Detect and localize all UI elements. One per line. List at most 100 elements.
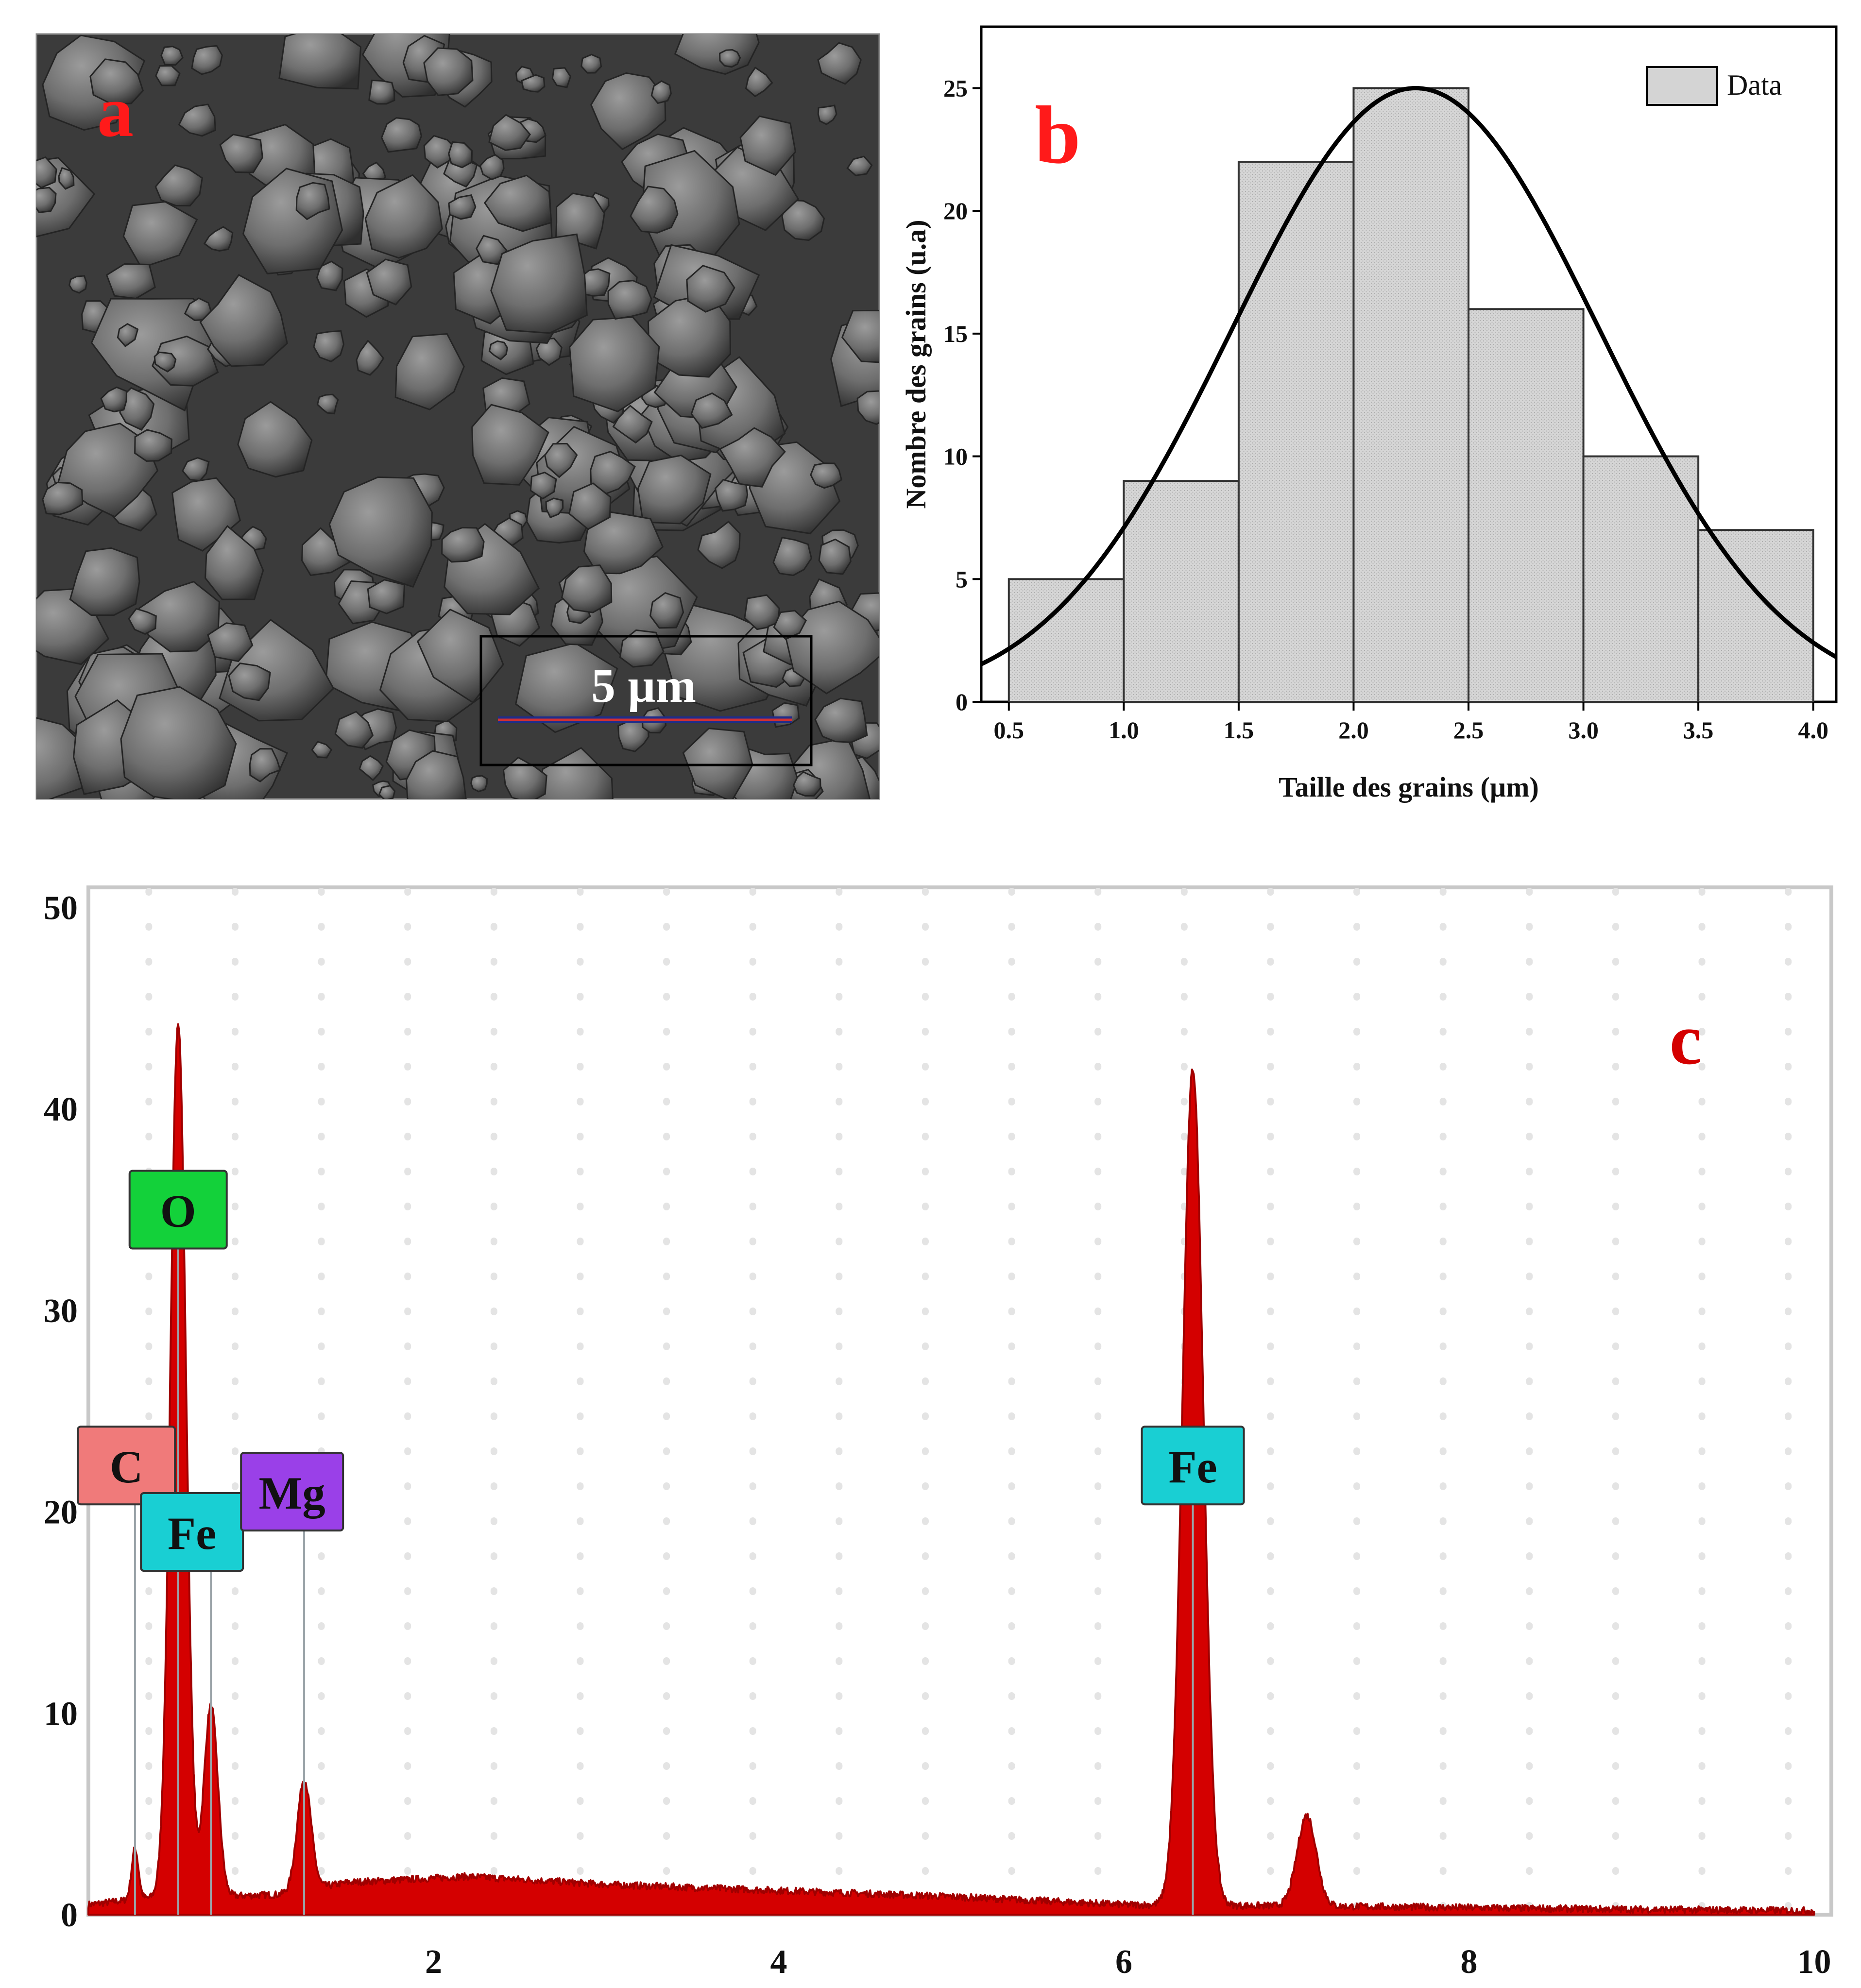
sem-grain bbox=[483, 174, 552, 232]
sem-grain bbox=[479, 153, 505, 181]
eds-element-label: Mg bbox=[259, 1467, 325, 1519]
sem-grain bbox=[89, 58, 144, 105]
sem-grain bbox=[356, 340, 385, 376]
sem-grain bbox=[814, 697, 868, 743]
eds-x-tick-label: 10 bbox=[1797, 1943, 1831, 1981]
eds-x-ticks: 2 4 6 8 10 bbox=[425, 1943, 1831, 1981]
eds-y-tick-label: 30 bbox=[44, 1292, 78, 1330]
sem-grain bbox=[470, 775, 488, 793]
sem-grain bbox=[368, 79, 395, 105]
histogram-bar bbox=[1123, 480, 1240, 703]
sem-grain bbox=[561, 564, 613, 613]
sem-grain bbox=[647, 293, 732, 378]
eds-x-tick-label: 4 bbox=[770, 1943, 787, 1981]
histogram-y-tick-label: 20 bbox=[943, 197, 968, 224]
eds-y-tick-label: 40 bbox=[44, 1091, 78, 1128]
sem-grain bbox=[568, 482, 612, 530]
eds-element-label: Fe bbox=[1168, 1441, 1217, 1493]
sem-grain bbox=[846, 155, 873, 176]
histogram-bar bbox=[1007, 578, 1125, 703]
sem-grain bbox=[607, 280, 652, 320]
sem-grain bbox=[405, 750, 467, 799]
eds-y-ticks: 0 10 20 30 40 50 bbox=[44, 889, 78, 1934]
histogram-x-tick-label: 4.0 bbox=[1798, 716, 1828, 744]
sem-grain bbox=[100, 386, 128, 413]
sem-grain bbox=[841, 309, 879, 363]
sem-grain bbox=[378, 785, 396, 799]
sem-grain bbox=[184, 297, 213, 322]
sem-grains bbox=[36, 34, 879, 799]
histogram-y-tick-label: 5 bbox=[956, 565, 968, 593]
sem-grain bbox=[182, 457, 210, 482]
histogram-legend: Data bbox=[1646, 66, 1782, 106]
sem-grain bbox=[380, 117, 423, 153]
histogram-x-tick-label: 1.5 bbox=[1224, 716, 1254, 744]
sem-grain bbox=[630, 186, 679, 234]
sem-grain bbox=[36, 187, 57, 213]
sem-grain bbox=[637, 454, 712, 525]
sem-grain bbox=[423, 47, 474, 96]
histogram-y-tick-label: 15 bbox=[943, 320, 968, 347]
sem-grain bbox=[781, 199, 825, 241]
sem-grain bbox=[551, 67, 572, 88]
sem-grain bbox=[686, 265, 735, 313]
sem-grain bbox=[120, 686, 237, 799]
sem-grain bbox=[488, 114, 531, 151]
eds-element-lines bbox=[134, 1248, 1194, 1915]
legend-swatch bbox=[1646, 66, 1718, 106]
histogram-y-tick-label: 0 bbox=[956, 688, 968, 715]
sem-grain bbox=[138, 580, 220, 653]
sem-grain bbox=[448, 141, 473, 169]
sem-grain bbox=[69, 547, 140, 616]
sem-grain bbox=[817, 104, 837, 125]
sem-grain bbox=[488, 340, 508, 360]
eds-element-label-box bbox=[77, 1426, 176, 1506]
eds-element-label-box bbox=[140, 1492, 244, 1572]
sem-grain bbox=[207, 622, 254, 663]
sem-grain bbox=[237, 401, 313, 478]
histogram-x-tick-label: 2.5 bbox=[1453, 716, 1484, 744]
sem-grain bbox=[199, 274, 288, 367]
sem-grain bbox=[36, 156, 57, 189]
sem-grain bbox=[328, 476, 433, 588]
sem-grain bbox=[772, 536, 813, 577]
histogram-x-tick-label: 1.0 bbox=[1109, 716, 1139, 744]
eds-y-tick-label: 20 bbox=[44, 1494, 78, 1531]
sem-grain bbox=[364, 174, 443, 259]
eds-spectrum-fill bbox=[87, 1023, 1815, 1916]
sem-grain bbox=[448, 194, 477, 220]
sem-grain bbox=[745, 67, 773, 98]
sem-grain bbox=[521, 74, 546, 93]
sem-grain bbox=[476, 235, 508, 265]
sem-grain bbox=[649, 592, 684, 629]
sem-grain bbox=[105, 263, 156, 300]
sem-grain bbox=[178, 103, 216, 137]
sem-grain bbox=[334, 711, 374, 749]
sem-grain bbox=[612, 405, 653, 444]
sem-grain bbox=[535, 338, 563, 366]
sem-grain bbox=[154, 164, 203, 207]
gaussian-fit-curve bbox=[980, 86, 1838, 666]
eds-element-label: C bbox=[110, 1441, 143, 1493]
eds-x-tick-label: 2 bbox=[425, 1943, 442, 1981]
sem-grain bbox=[471, 404, 549, 486]
eds-element-label: O bbox=[160, 1186, 196, 1237]
sem-grain bbox=[580, 53, 602, 74]
sem-grain bbox=[490, 233, 588, 334]
scale-bar-box bbox=[479, 635, 813, 766]
sem-grain bbox=[529, 471, 557, 500]
sem-grain bbox=[583, 510, 664, 575]
sem-grain bbox=[154, 351, 177, 373]
histogram-bar bbox=[1697, 529, 1814, 703]
histogram-x-tick-label: 0.5 bbox=[994, 716, 1024, 744]
sem-grain bbox=[792, 771, 821, 797]
histogram-x-tick-label: 3.5 bbox=[1683, 716, 1714, 744]
histogram-x-ticks: 0.5 1.0 1.5 2.0 2.5 3.0 3.5 4.0 bbox=[994, 702, 1828, 744]
sem-grain bbox=[810, 462, 843, 489]
sem-grain bbox=[719, 49, 741, 68]
sem-grain bbox=[313, 330, 345, 363]
panel-b-label: b bbox=[1035, 89, 1081, 181]
sem-grain bbox=[311, 741, 333, 759]
eds-element-label-box bbox=[128, 1170, 228, 1250]
